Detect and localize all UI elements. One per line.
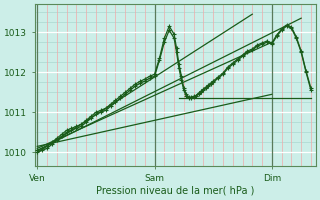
X-axis label: Pression niveau de la mer( hPa ): Pression niveau de la mer( hPa ) bbox=[96, 186, 254, 196]
